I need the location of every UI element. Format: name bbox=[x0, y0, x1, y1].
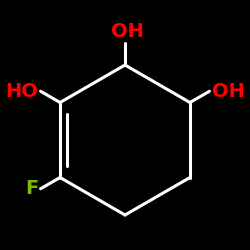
Text: OH: OH bbox=[111, 22, 144, 41]
Text: OH: OH bbox=[212, 82, 245, 101]
Text: HO: HO bbox=[5, 82, 38, 101]
Text: F: F bbox=[25, 179, 38, 198]
